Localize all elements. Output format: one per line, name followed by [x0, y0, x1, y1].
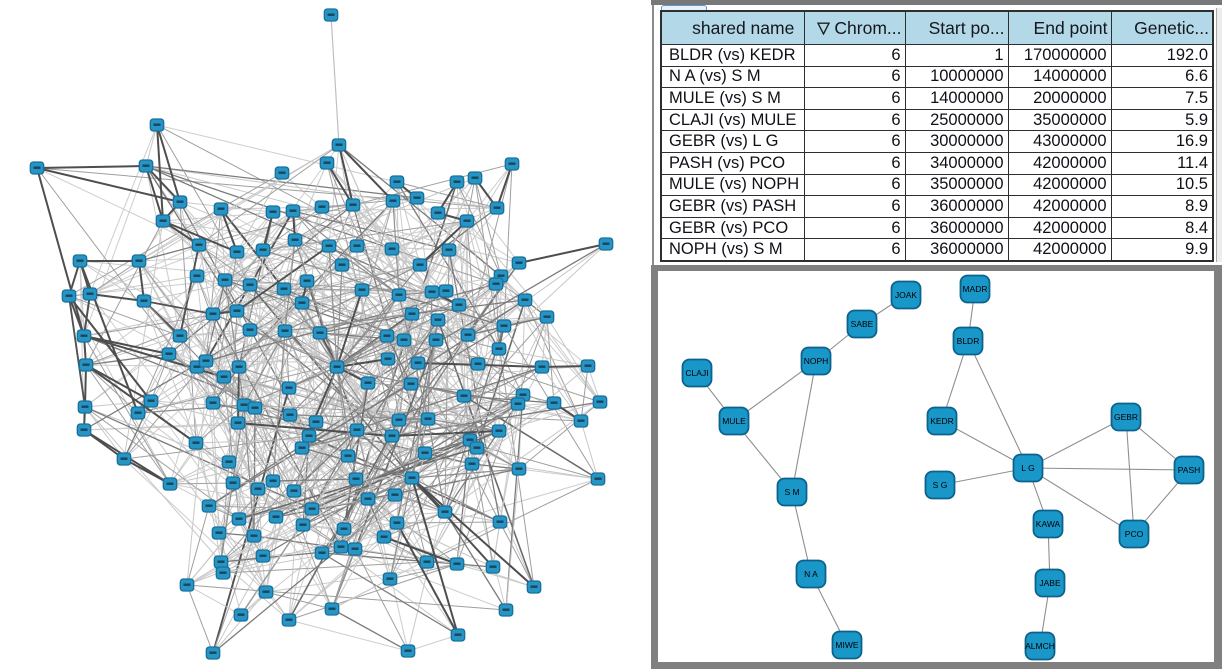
- svg-text:JABE: JABE: [1039, 578, 1061, 588]
- svg-text:SABE: SABE: [851, 319, 874, 329]
- svg-text:JOAK: JOAK: [895, 290, 918, 300]
- svg-text:S G: S G: [933, 480, 948, 490]
- svg-text:BLDR: BLDR: [957, 336, 980, 346]
- svg-text:ALMCH: ALMCH: [1025, 641, 1055, 651]
- svg-text:CLAJI: CLAJI: [685, 368, 708, 378]
- svg-text:PASH: PASH: [1178, 465, 1201, 475]
- svg-text:KEDR: KEDR: [930, 416, 954, 426]
- svg-text:KAWA: KAWA: [1036, 519, 1061, 529]
- svg-text:MIWE: MIWE: [835, 640, 858, 650]
- svg-text:S M: S M: [784, 487, 799, 497]
- svg-text:L G: L G: [1021, 463, 1034, 473]
- svg-text:GEBR: GEBR: [1114, 412, 1138, 422]
- svg-text:NOPH: NOPH: [804, 356, 829, 366]
- svg-text:N A: N A: [804, 569, 818, 579]
- svg-text:MULE: MULE: [722, 416, 746, 426]
- svg-text:PCO: PCO: [1125, 529, 1144, 539]
- svg-text:MADR: MADR: [962, 284, 987, 294]
